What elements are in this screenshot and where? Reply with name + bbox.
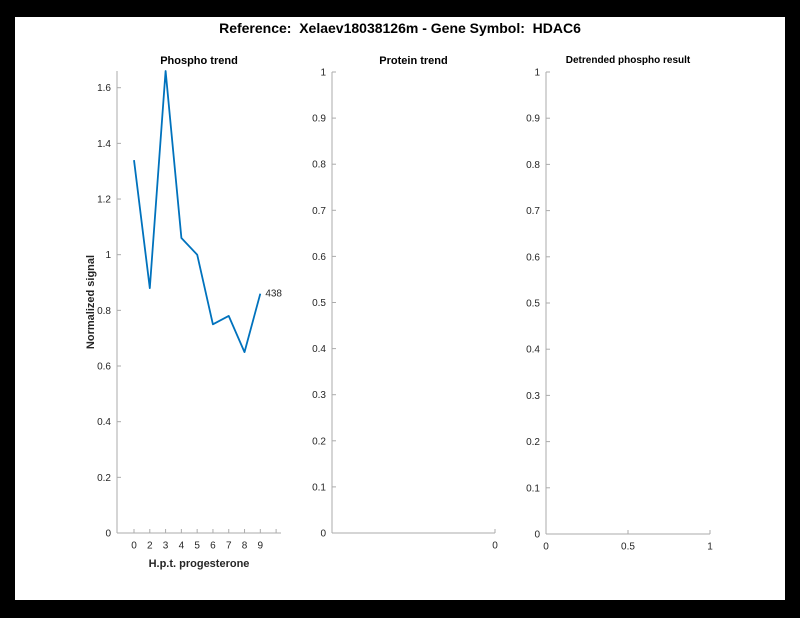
y-tick-label: 0.9 bbox=[526, 114, 540, 125]
plot-protein-trend: 0 0.1 0.2 0.3 0.4 0.5 0.6 0.7 0.8 0.9 1 0 Protein tr… bbox=[312, 55, 498, 552]
y-tick-label: 0.3 bbox=[526, 391, 540, 402]
y-tick-label: 0.4 bbox=[526, 345, 540, 356]
y-tick-label: 1.6 bbox=[97, 83, 111, 94]
y-tick-label: 0.4 bbox=[312, 344, 326, 355]
y-tick-label: 1 bbox=[105, 250, 111, 261]
y-tick-label: 0.5 bbox=[312, 298, 326, 309]
plot-phospho-trend: 00.20.40.60.811.21.41.60 2 3 4 5 6 7 8 9Phospho … bbox=[85, 55, 282, 570]
x-tick-label: 7 bbox=[226, 541, 232, 552]
y-tick-label: 0 bbox=[534, 530, 540, 541]
y-tick-label: 0.7 bbox=[526, 206, 540, 217]
y-tick-label: 0.2 bbox=[97, 473, 111, 484]
y-axis-label: Normalized signal bbox=[85, 255, 97, 349]
y-tick-label: 0.1 bbox=[312, 482, 326, 493]
x-tick-label: 0 bbox=[131, 541, 137, 552]
y-tick-label: 0.5 bbox=[526, 299, 540, 310]
x-tick-label: 6 bbox=[210, 541, 216, 552]
y-tick-label: 0.8 bbox=[312, 160, 326, 171]
y-tick-label: 0.4 bbox=[97, 417, 111, 428]
y-tick-label: 0.9 bbox=[312, 114, 326, 125]
y-tick-label: 0.8 bbox=[97, 306, 111, 317]
x-tick-label: 5 bbox=[194, 541, 200, 552]
y-tick-label: 0.7 bbox=[312, 206, 326, 217]
y-tick-label: 0.2 bbox=[312, 436, 326, 447]
y-tick-label: 0 bbox=[105, 529, 111, 540]
plot-title: Protein trend bbox=[379, 55, 447, 67]
series-end-label: 438 bbox=[265, 289, 282, 300]
x-tick-label: 3 bbox=[163, 541, 169, 552]
x-axis-label: H.p.t. progesterone bbox=[149, 558, 250, 570]
y-tick-label: 0.6 bbox=[526, 252, 540, 263]
plots-canvas: 00.20.40.60.811.21.41.60 2 3 4 5 6 7 8 9Phospho … bbox=[85, 55, 713, 570]
plot-title: Detrended phospho result bbox=[566, 55, 691, 66]
x-tick-label: 0.5 bbox=[621, 542, 635, 553]
x-tick-label: 1 bbox=[707, 542, 713, 553]
plot-title: Phospho trend bbox=[160, 55, 238, 67]
plot-detrended-phospho-result: 0 0.1 0.2 0.3 0.4 0.5 0.6 0.7 0.8 0.9 1 0 0.5 1 Detren… bbox=[526, 55, 713, 553]
x-tick-label: 0 bbox=[543, 542, 549, 553]
x-tick-label: 2 bbox=[147, 541, 153, 552]
y-tick-label: 0.6 bbox=[312, 252, 326, 263]
figure-title: Reference: Xelaev18038126m - Gene Symbol… bbox=[219, 20, 581, 36]
x-tick-label: 8 bbox=[242, 541, 248, 552]
y-tick-label: 1 bbox=[320, 68, 326, 79]
y-tick-label: 0.8 bbox=[526, 160, 540, 171]
y-tick-label: 0.3 bbox=[312, 390, 326, 401]
trend-line bbox=[133, 70, 262, 354]
y-tick-label: 0 bbox=[320, 529, 326, 540]
y-tick-label: 1.4 bbox=[97, 139, 111, 150]
y-tick-label: 0.6 bbox=[97, 362, 111, 373]
x-tick-label: 9 bbox=[258, 541, 264, 552]
y-tick-label: 0.2 bbox=[526, 437, 540, 448]
y-tick-label: 1.2 bbox=[97, 195, 111, 206]
x-tick-label: 4 bbox=[179, 541, 185, 552]
figure-area: Reference: Xelaev18038126m - Gene Symbol… bbox=[15, 17, 785, 600]
x-tick-label: 0 bbox=[492, 541, 498, 552]
y-tick-label: 0.1 bbox=[526, 483, 540, 494]
y-tick-label: 1 bbox=[534, 68, 540, 79]
